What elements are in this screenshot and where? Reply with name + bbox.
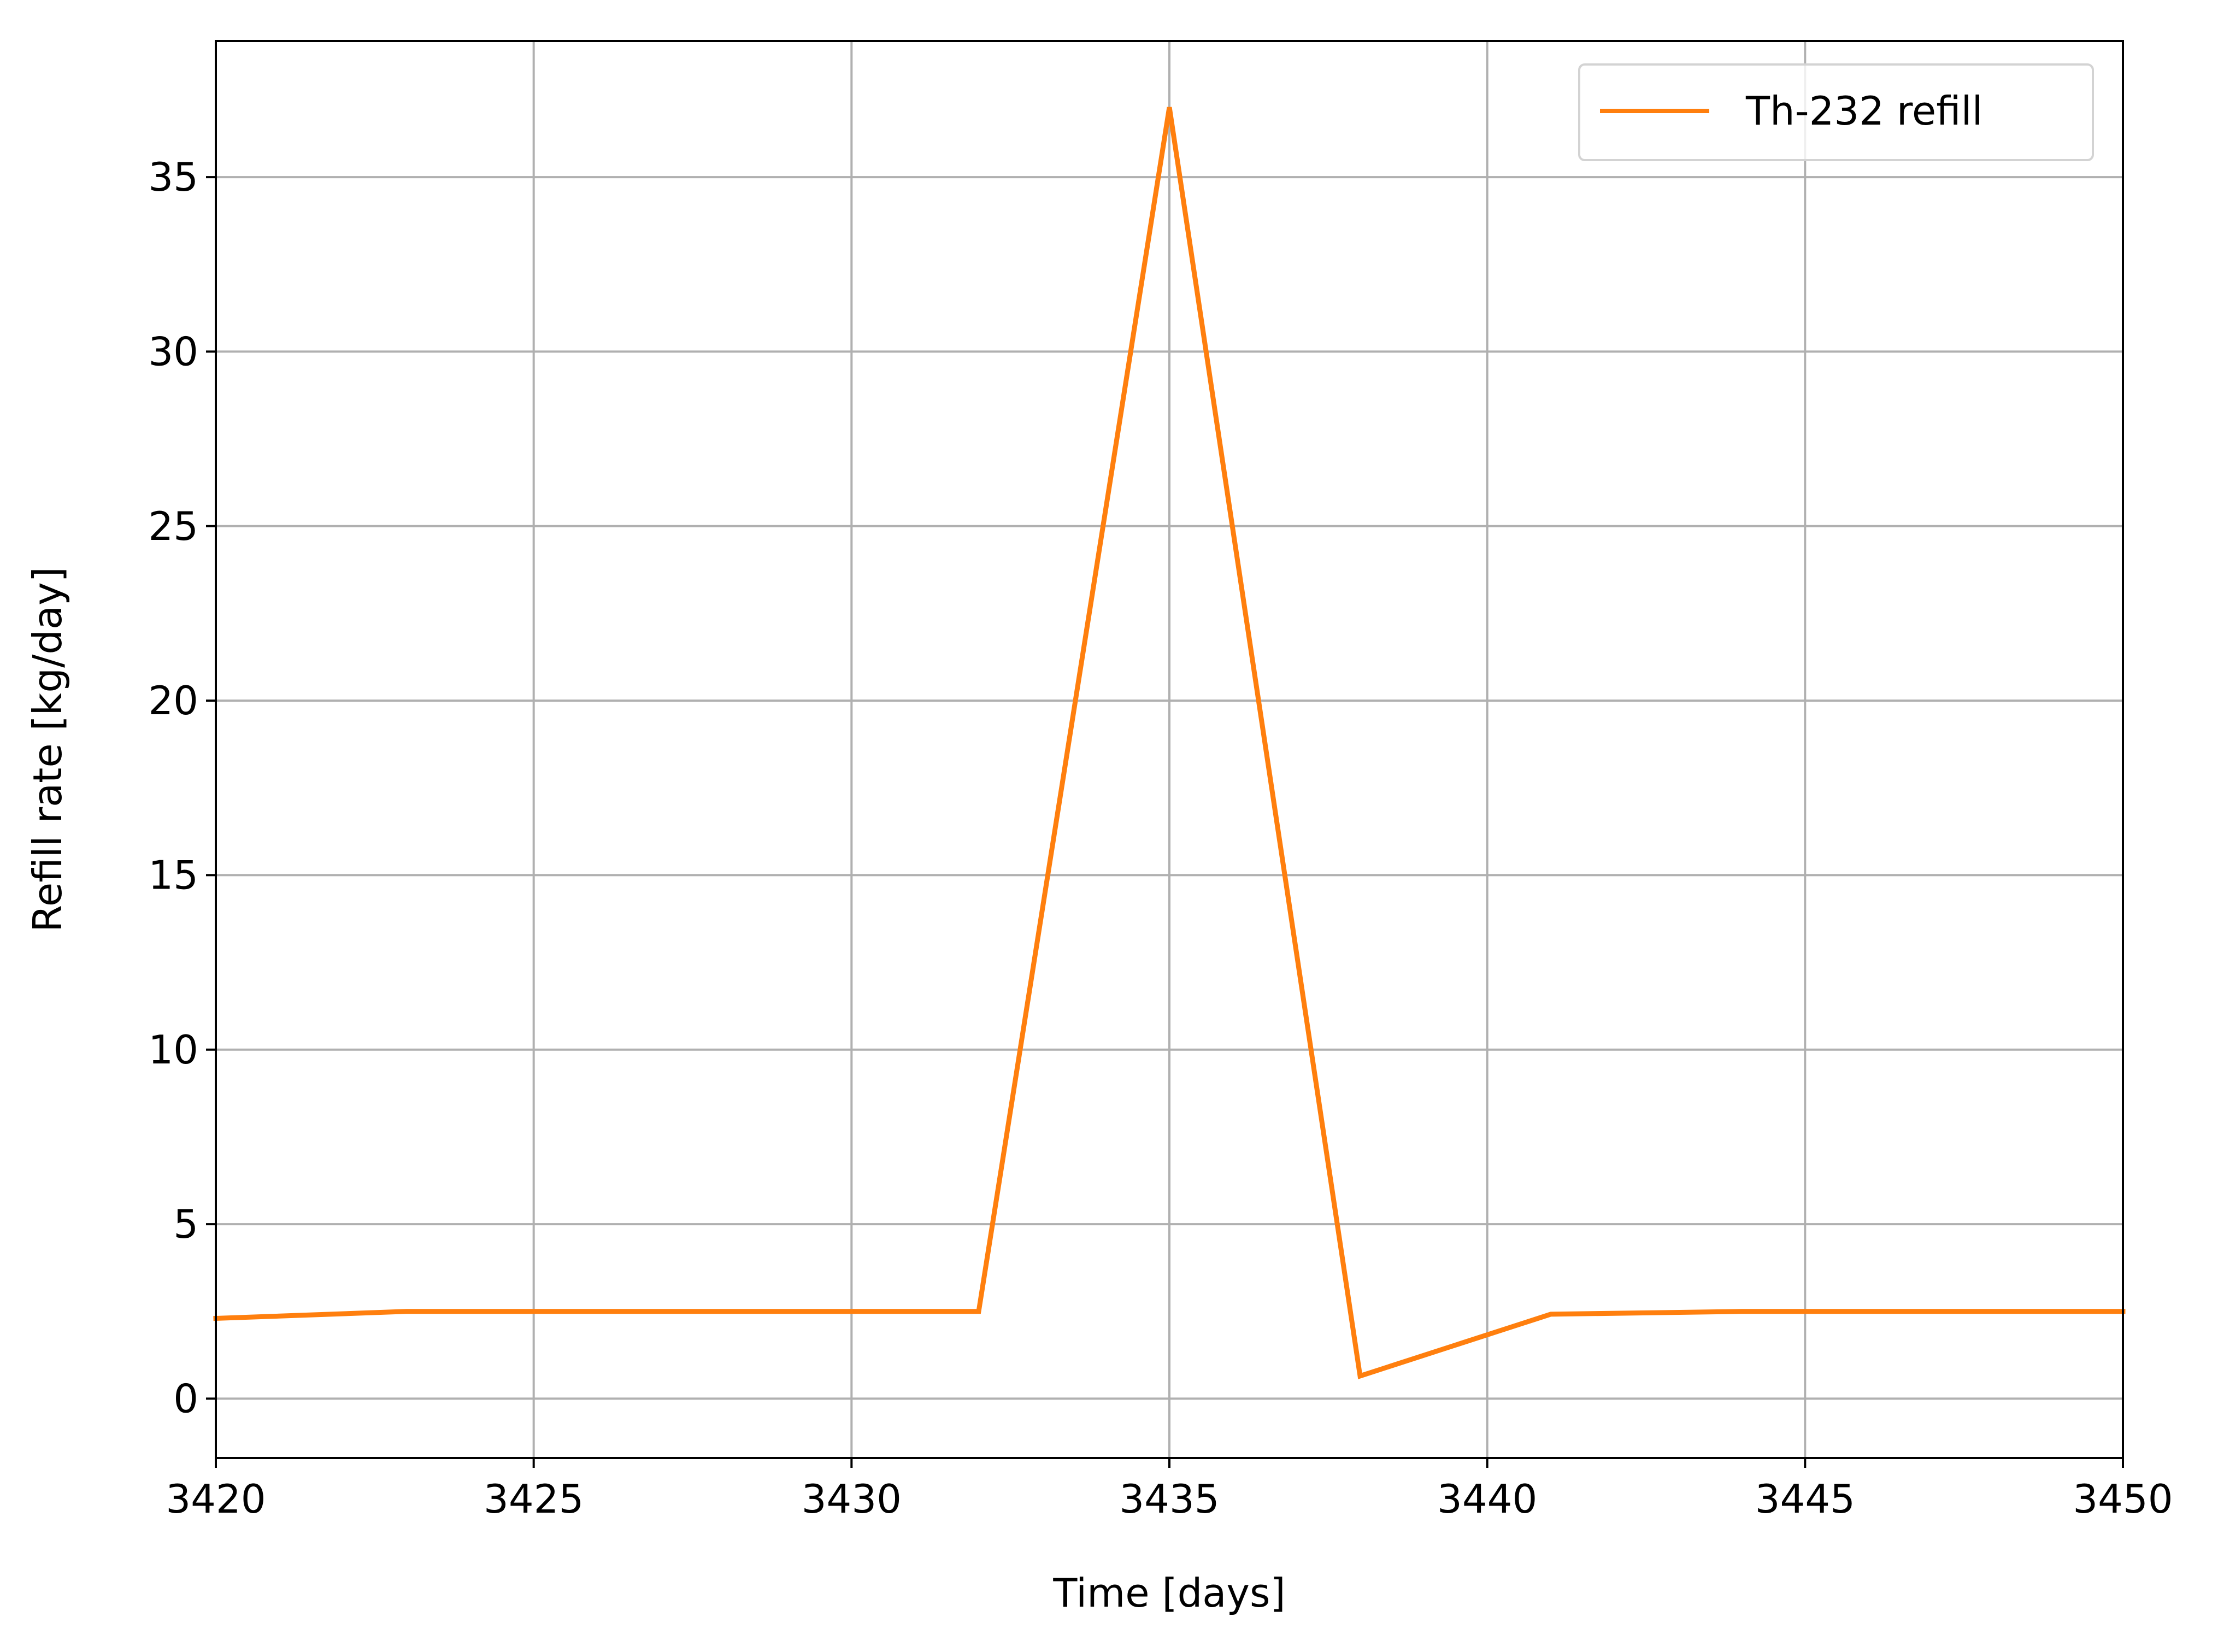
x-tick-label: 3430 <box>802 1476 902 1522</box>
y-tick-label: 0 <box>173 1375 198 1421</box>
y-tick-label: 10 <box>148 1027 198 1073</box>
y-tick-label: 15 <box>148 852 198 898</box>
ticks: 3420 3425 3430 3435 3440 3445 3450 0 5 10 15 20 25 30… <box>148 154 2173 1522</box>
legend-label-th-232-refill: Th-232 refill <box>1745 88 1983 134</box>
legend: Th-232 refill <box>1578 63 2094 161</box>
y-tick-label: 35 <box>148 154 198 200</box>
x-tick-label: 3440 <box>1437 1476 1537 1522</box>
series-layer <box>213 107 2126 1379</box>
y-tick-label: 25 <box>148 503 198 549</box>
y-tick-label: 30 <box>148 328 198 374</box>
legend-box <box>1578 63 2094 161</box>
x-tick-label: 3420 <box>166 1476 266 1522</box>
grid <box>215 41 2124 1458</box>
y-tick-label: 5 <box>173 1201 198 1247</box>
x-tick-label: 3445 <box>1755 1476 1855 1522</box>
x-tick-label: 3450 <box>2073 1476 2173 1522</box>
series-line-th-232-refill <box>213 107 2126 1379</box>
x-tick-label: 3435 <box>1119 1476 1219 1522</box>
x-axis-label: Time [days] <box>1052 1570 1285 1616</box>
x-tick-label: 3425 <box>484 1476 584 1522</box>
y-tick-label: 20 <box>148 678 198 724</box>
y-axis-label: Refill rate [kg/day] <box>25 567 70 932</box>
